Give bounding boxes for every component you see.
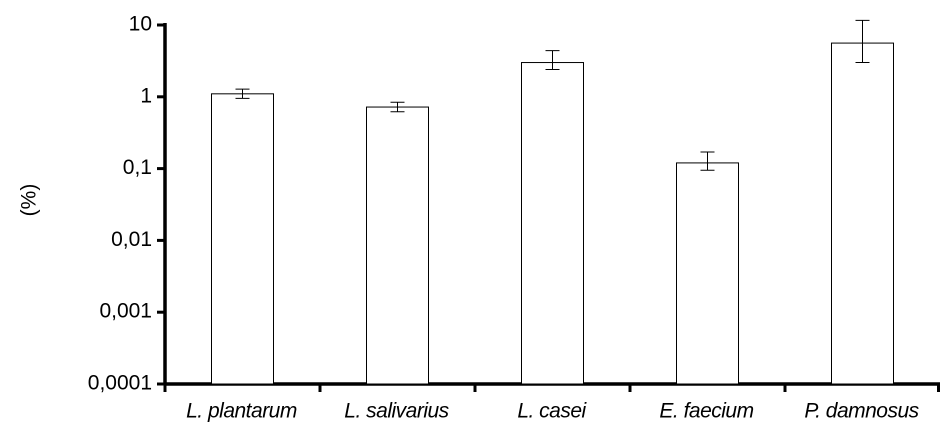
x-tick-label: L. casei (517, 400, 587, 423)
y-tick-label: 1 (140, 84, 152, 107)
y-tick-label: 0,01 (111, 228, 152, 251)
bar (831, 42, 894, 385)
error-bar (700, 151, 715, 171)
error-bar (545, 50, 560, 71)
error-bar (235, 88, 250, 99)
y-tick-label: 10 (129, 13, 152, 36)
bar (676, 162, 739, 385)
error-bar (855, 19, 870, 64)
y-tick-label: 0,0001 (88, 372, 152, 395)
y-tick-label: 0,001 (99, 300, 152, 323)
x-tick-label: P. damnosus (804, 400, 919, 423)
bar (366, 106, 429, 385)
bar (521, 62, 584, 385)
x-tick-label: L. plantarum (186, 400, 297, 423)
error-bar (390, 101, 405, 113)
y-axis-label: (%) (18, 184, 41, 217)
x-tick-label: E. faecium (659, 400, 753, 423)
y-tick-label: 0,1 (123, 156, 152, 179)
bar (211, 93, 274, 385)
x-tick-label: L. salivarius (344, 400, 449, 423)
